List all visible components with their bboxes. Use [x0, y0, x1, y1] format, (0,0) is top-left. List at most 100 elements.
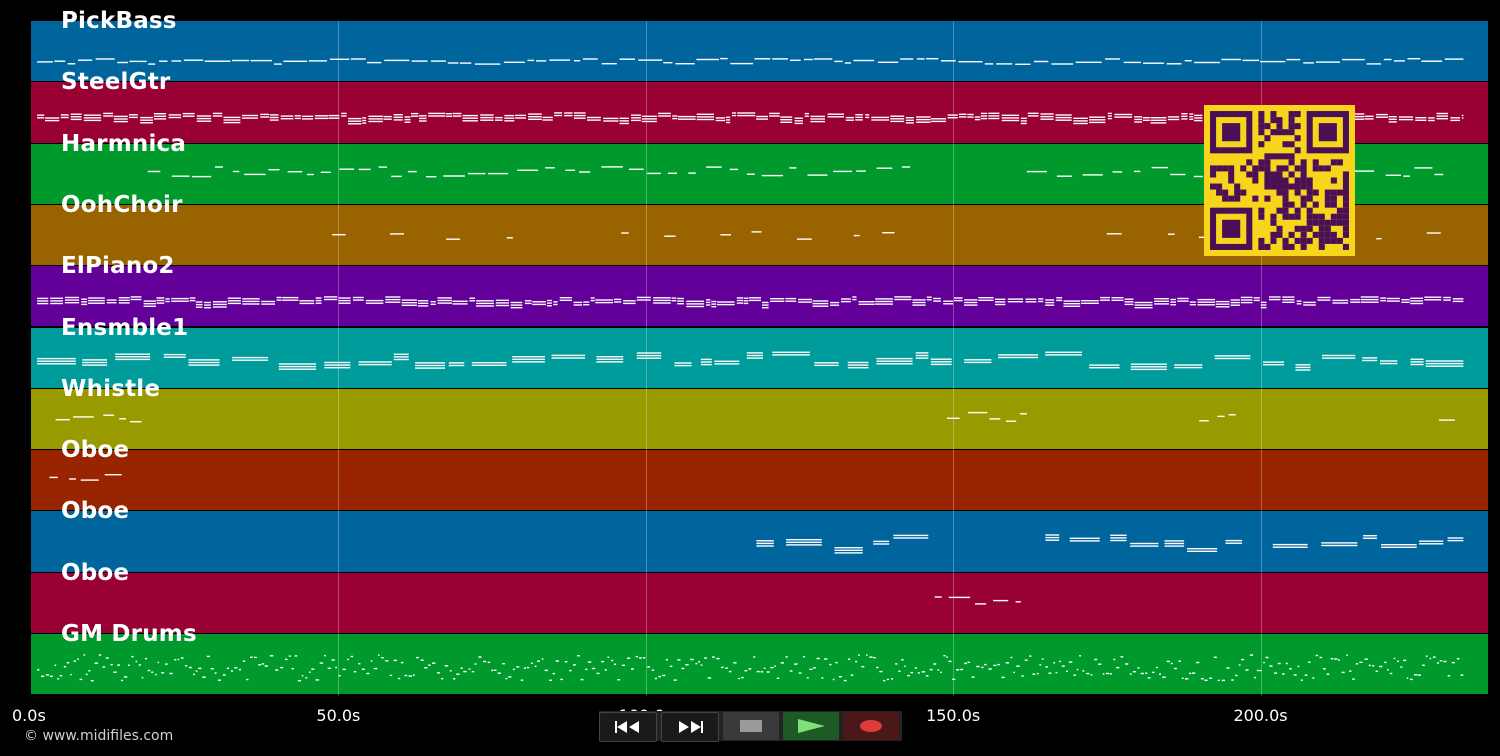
note [37, 117, 45, 119]
note [754, 58, 771, 60]
note [619, 123, 629, 125]
note [37, 297, 49, 300]
track-lane[interactable]: GM Drums [31, 621, 1488, 696]
note [195, 306, 203, 309]
note [813, 667, 816, 669]
note [1100, 297, 1110, 299]
note [143, 300, 156, 302]
note [1410, 363, 1424, 365]
note [1245, 669, 1249, 671]
record-button[interactable] [843, 712, 899, 740]
note [858, 654, 860, 656]
note [105, 657, 109, 659]
note [772, 353, 810, 356]
note [631, 668, 634, 670]
note [1355, 663, 1359, 665]
note [1116, 666, 1120, 669]
note [1045, 302, 1055, 304]
note [753, 656, 756, 658]
note [1225, 542, 1243, 545]
note [231, 670, 233, 672]
note [78, 59, 93, 61]
note [929, 668, 933, 671]
note [1347, 113, 1365, 115]
stop-icon [740, 720, 762, 732]
note [1410, 297, 1424, 300]
track-lane[interactable]: Oboe [31, 498, 1488, 573]
note [1389, 672, 1393, 675]
track-lane[interactable]: ElPiano2 [31, 253, 1488, 328]
note [833, 170, 852, 172]
note [700, 664, 703, 666]
note [404, 674, 408, 677]
track-lane[interactable]: PickBass [31, 8, 1488, 83]
note [390, 233, 404, 235]
note [358, 360, 392, 363]
note [674, 364, 692, 366]
qr-module [1306, 195, 1313, 202]
note [188, 361, 220, 363]
play-button[interactable] [783, 712, 839, 740]
qr-module [1258, 123, 1265, 130]
note [1444, 58, 1464, 60]
play-icon [798, 719, 825, 733]
note [241, 117, 258, 120]
note [812, 300, 829, 302]
note [314, 115, 329, 117]
note [1170, 304, 1176, 306]
note [1415, 119, 1427, 122]
note [1140, 672, 1144, 675]
note [118, 297, 130, 299]
note [976, 665, 980, 668]
stop-button[interactable] [723, 712, 779, 740]
fast-forward-button[interactable] [661, 712, 719, 742]
track-lane[interactable]: Whistle [31, 376, 1488, 451]
note [1194, 61, 1220, 64]
note [1007, 301, 1024, 303]
track-lane[interactable]: Ensmble1 [31, 315, 1488, 389]
note [88, 670, 91, 672]
note [462, 120, 478, 122]
note [156, 297, 165, 299]
note [1295, 368, 1311, 371]
note [362, 122, 367, 125]
note [910, 671, 914, 674]
note [534, 665, 537, 667]
note [1150, 117, 1167, 119]
qr-module [1300, 159, 1307, 166]
note [368, 115, 383, 118]
note [452, 115, 462, 118]
qr-module [1318, 165, 1325, 172]
note [716, 657, 720, 660]
qr-module [1294, 111, 1301, 118]
note [115, 358, 151, 360]
qr-module [1228, 177, 1235, 184]
note [809, 668, 813, 670]
note [1098, 663, 1102, 665]
note [585, 668, 588, 671]
note [462, 117, 478, 120]
note [404, 116, 411, 118]
qr-module [1246, 171, 1253, 178]
note [258, 664, 262, 666]
note [746, 173, 755, 175]
rewind-button[interactable] [599, 712, 657, 742]
note [838, 676, 842, 678]
note [651, 669, 655, 671]
qr-module [1234, 195, 1241, 202]
note [104, 474, 122, 476]
note [883, 679, 886, 682]
note [1217, 679, 1220, 682]
note [347, 658, 349, 661]
note [579, 170, 591, 173]
note [242, 303, 260, 305]
note [85, 673, 88, 676]
note [1048, 672, 1052, 674]
track-lane[interactable]: Oboe [31, 560, 1488, 634]
track-lane[interactable]: Oboe [31, 437, 1488, 512]
qr-module [1282, 129, 1289, 136]
note [319, 662, 324, 664]
note [383, 116, 392, 118]
note [315, 300, 322, 302]
note [195, 670, 198, 672]
